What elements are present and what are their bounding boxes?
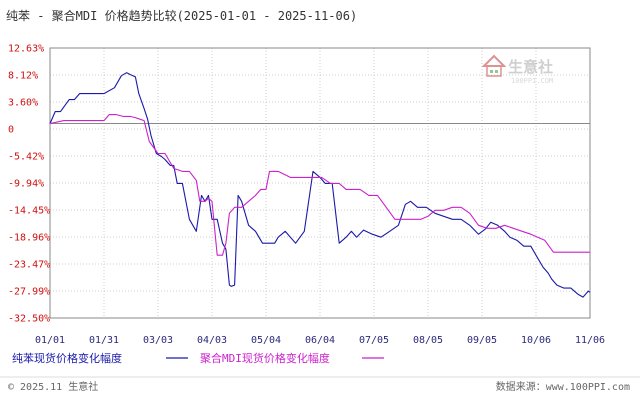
series-line-2: [49, 114, 590, 256]
x-tick-label: 05/04: [251, 335, 281, 346]
x-tick-label: 07/05: [359, 335, 389, 346]
series-line-1: [49, 72, 591, 298]
series-lines: [49, 72, 591, 298]
x-tick-label: 11/06: [575, 335, 605, 346]
house-icon: [481, 54, 507, 77]
y-tick-label: -32.50%: [8, 314, 50, 325]
y-tick-label: 0: [8, 125, 14, 136]
watermark-logo: 生意社 100PPI.COM: [481, 54, 553, 85]
legend-label-series-1: 纯苯现货价格变化幅度: [12, 351, 122, 365]
y-tick-label: -23.47%: [8, 260, 50, 271]
x-tick-label: 08/05: [413, 335, 443, 346]
y-tick-label: 3.60%: [8, 98, 38, 109]
x-tick-label: 01/01: [35, 335, 65, 346]
y-tick-label: -9.94%: [8, 179, 44, 190]
x-tick-label: 09/05: [467, 335, 497, 346]
x-axis-ticks: 01/01 01/31 03/03 04/03 05/04 06/04 07/05 08/05…: [35, 335, 605, 346]
y-tick-label: -27.99%: [8, 287, 50, 298]
x-tick-label: 01/31: [89, 335, 119, 346]
grid-lines: [50, 48, 590, 318]
watermark-logo-url: 100PPI.COM: [511, 77, 553, 85]
x-tick-label: 04/03: [197, 335, 227, 346]
y-tick-label: 12.63%: [8, 44, 44, 55]
y-tick-label: 8.12%: [8, 71, 38, 82]
y-tick-label: -18.96%: [8, 233, 50, 244]
x-tick-label: 03/03: [143, 335, 173, 346]
chart-title: 纯苯 - 聚合MDI 价格趋势比较(2025-01-01 - 2025-11-0…: [6, 8, 357, 23]
footer-copyright: © 2025.11 生意社: [8, 380, 98, 393]
x-tick-label: 10/06: [521, 335, 551, 346]
x-tick-label: 06/04: [305, 335, 335, 346]
watermark-logo-text: 生意社: [508, 58, 553, 76]
y-axis-ticks: 12.63% 8.12% 3.60% 0 -5.42% -9.94% -14.45% -18.…: [8, 44, 50, 325]
legend: 纯苯现货价格变化幅度 聚合MDI现货价格变化幅度: [12, 351, 384, 365]
y-tick-label: -14.45%: [8, 206, 50, 217]
y-tick-label: -5.42%: [8, 152, 44, 163]
legend-label-series-2: 聚合MDI现货价格变化幅度: [200, 351, 330, 365]
plot-area-frame: [49, 47, 591, 319]
footer-source-link[interactable]: 数据来源：www.100PPI.com: [496, 380, 630, 393]
